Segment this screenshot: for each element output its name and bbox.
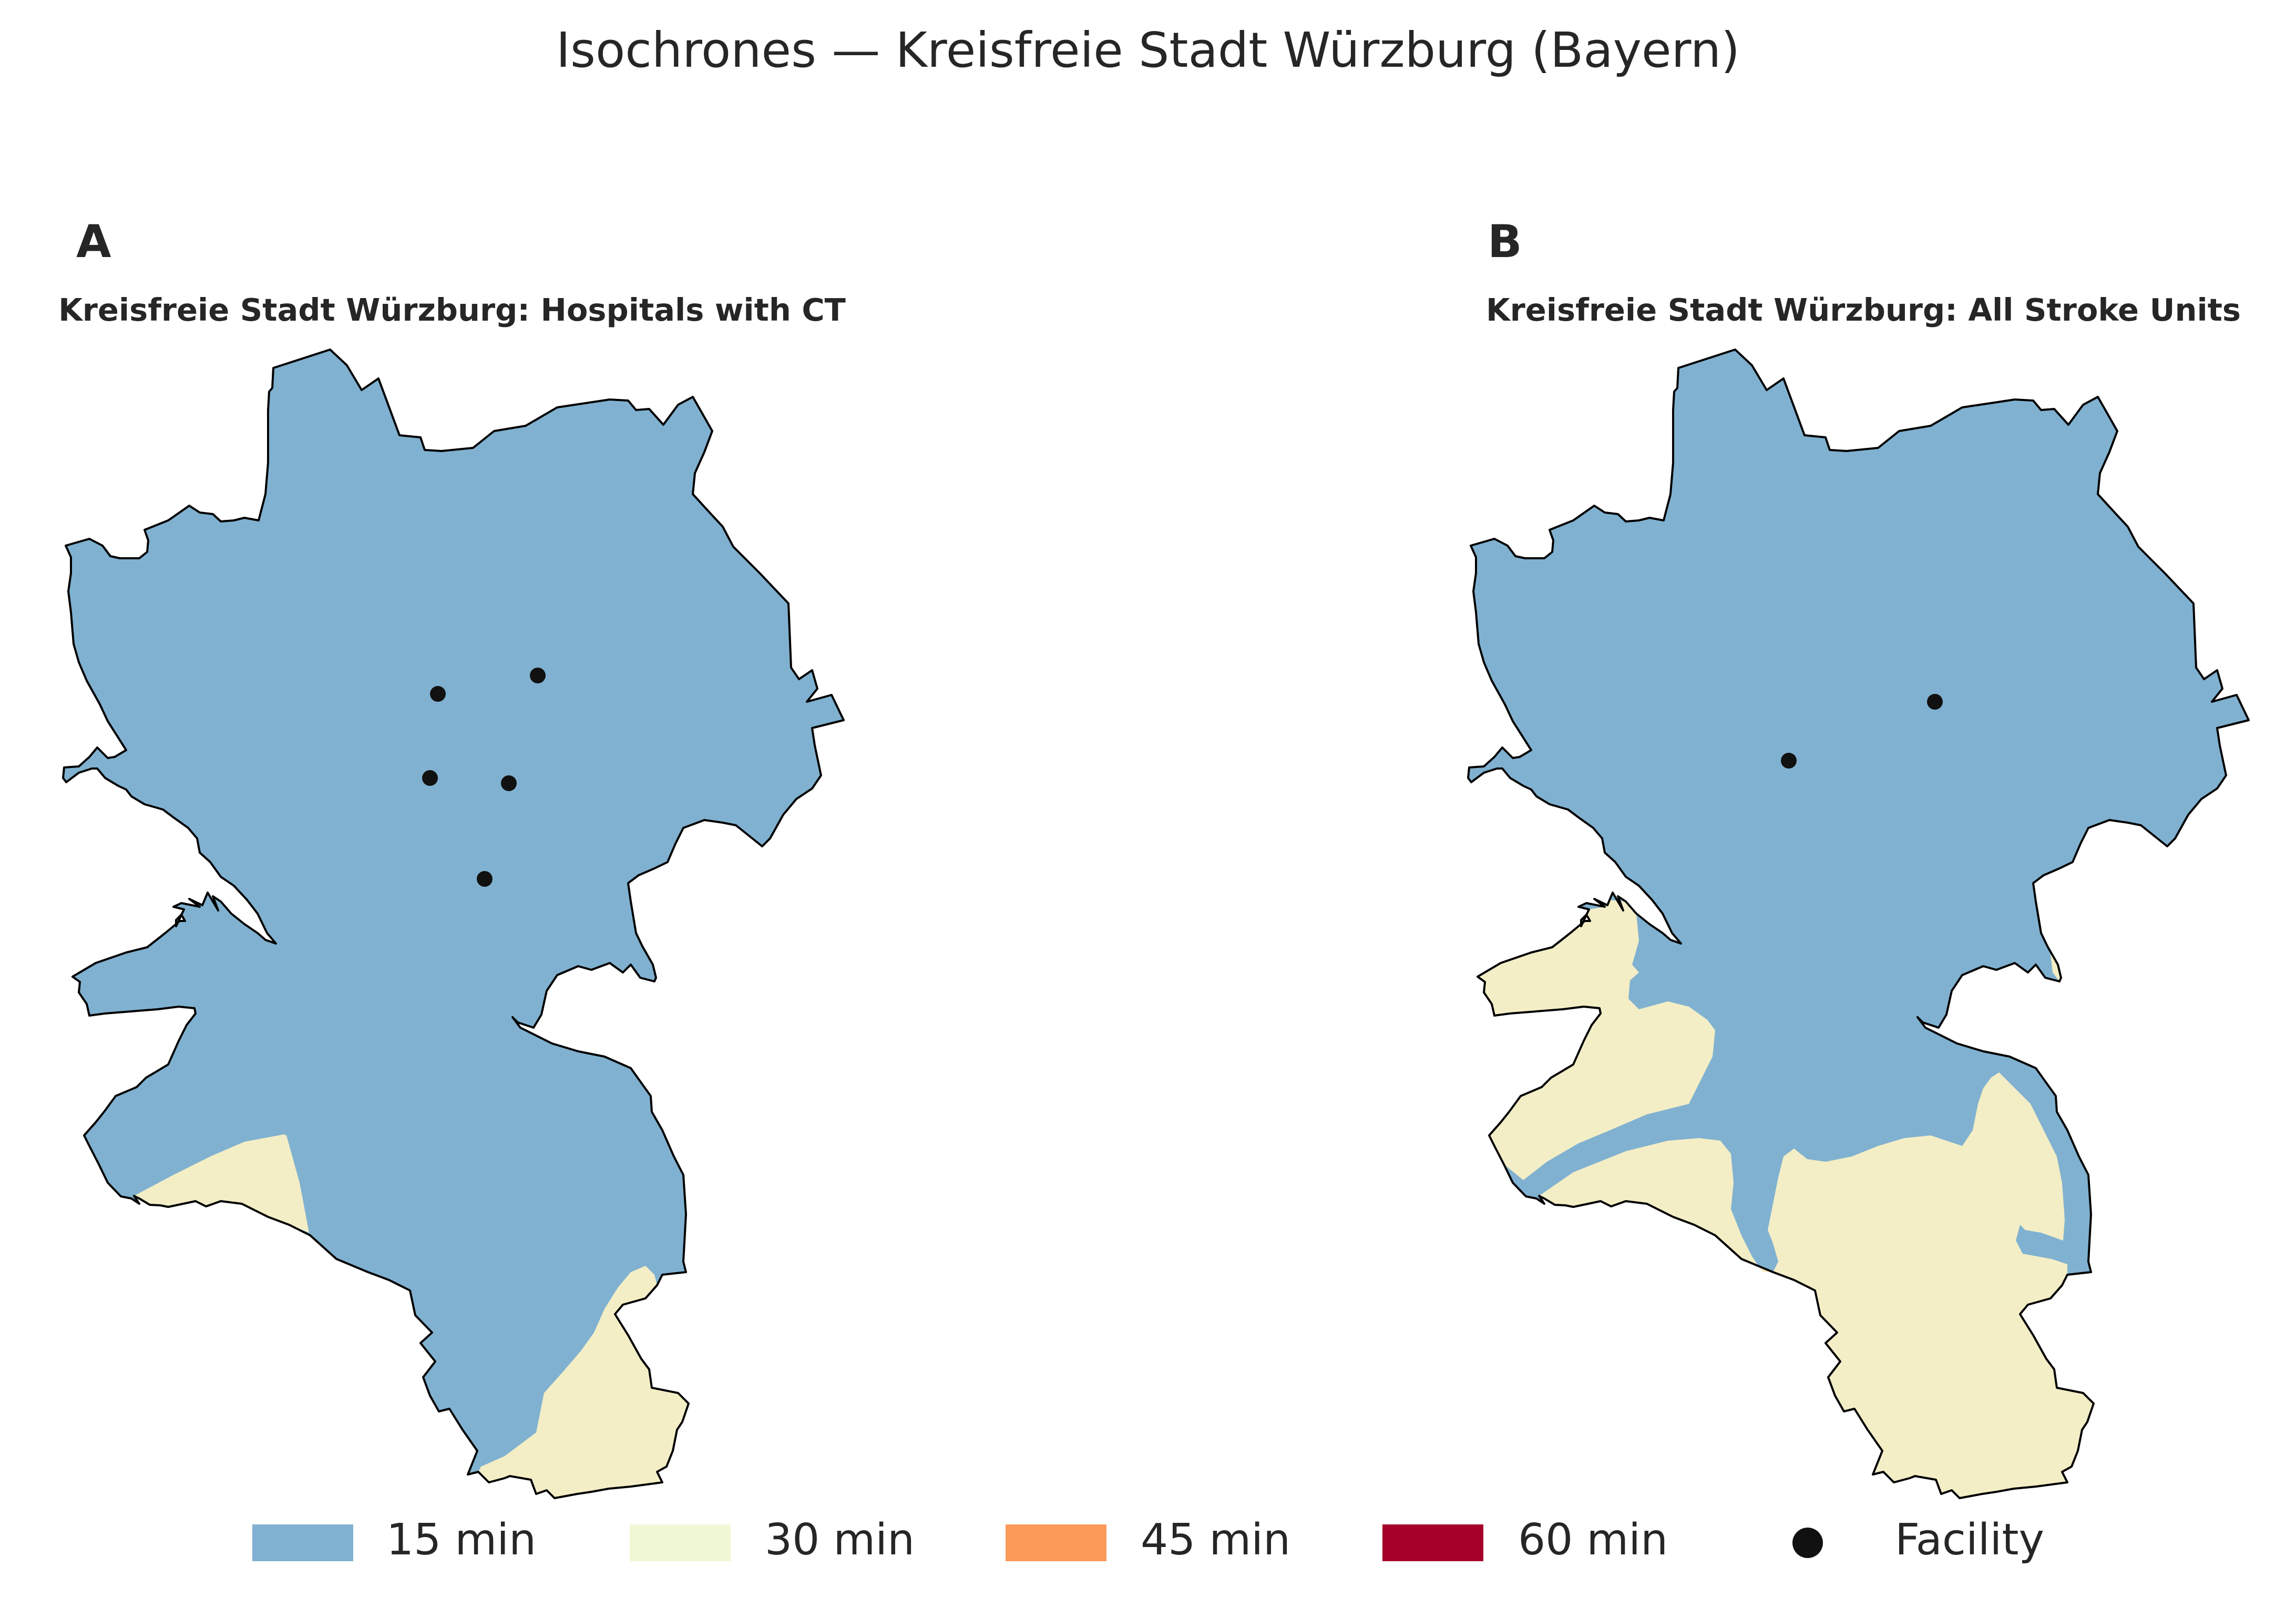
facility-marker <box>477 871 493 887</box>
legend-swatch-30min <box>630 1524 731 1561</box>
legend-label-15min: 15 min <box>386 1515 537 1565</box>
facility-marker <box>530 668 546 683</box>
legend-label-45min: 45 min <box>1141 1515 1291 1565</box>
facility-marker <box>501 775 517 791</box>
panel-a-letter: A <box>76 216 111 268</box>
panel-a-title: Kreisfreie Stadt Würzburg: Hospitals wit… <box>58 292 846 328</box>
facility-marker <box>1927 694 1943 710</box>
facility-marker <box>1781 753 1797 769</box>
figure-title: Isochrones — Kreisfreie Stadt Würzburg (… <box>556 22 1740 78</box>
panel-a-30min-zone-southeast <box>478 1266 689 1498</box>
panel-a-map <box>62 349 845 1499</box>
panel-b-30min-zone-west <box>1478 900 1715 1180</box>
panel-b-map <box>1467 349 2250 1499</box>
legend-label-60min: 60 min <box>1518 1515 1668 1565</box>
legend-label-30min: 30 min <box>765 1515 915 1565</box>
panel-b-30min-zone-south <box>1539 1072 2094 1498</box>
panel-b-letter: B <box>1488 216 1522 268</box>
legend-marker-facility <box>1792 1528 1823 1558</box>
legend-label-facility: Facility <box>1895 1515 2044 1565</box>
legend-swatch-15min <box>252 1524 353 1561</box>
legend-swatch-45min <box>1006 1524 1106 1561</box>
legend-swatch-60min <box>1382 1524 1483 1561</box>
panel-a-30min-zone-southwest <box>134 1134 309 1233</box>
facility-marker <box>422 770 438 786</box>
panel-b-30min-zone-east-sliver <box>2051 954 2061 981</box>
facility-marker <box>430 686 446 702</box>
panel-a-15min-region <box>63 350 844 1498</box>
panel-b-title: Kreisfreie Stadt Würzburg: All Stroke Un… <box>1485 292 2241 328</box>
